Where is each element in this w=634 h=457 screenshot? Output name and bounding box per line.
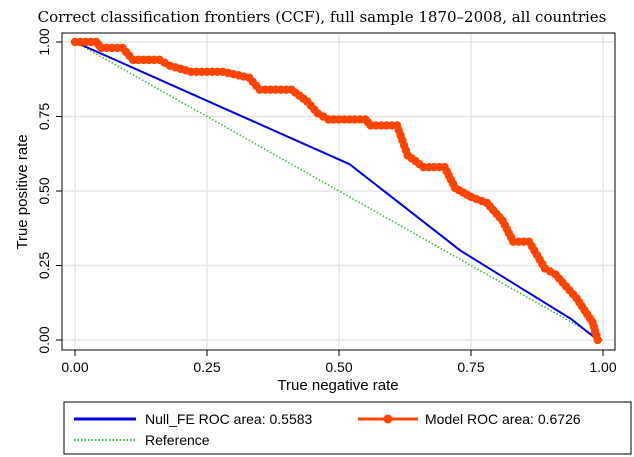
series — [70, 37, 604, 345]
legend-label-null-fe: Null_FE ROC area: 0.5583 — [145, 411, 313, 427]
axis-ticks: 0.00 0.25 0.50 0.75 1.00 0.00 0.25 0.50 0.75 1.00 — [36, 28, 617, 375]
x-tick-label: 0.75 — [457, 359, 484, 375]
legend: Null_FE ROC area: 0.5583 Model ROC area:… — [63, 401, 632, 455]
y-tick-label: 0.75 — [36, 103, 52, 130]
y-tick-label: 0.50 — [36, 177, 52, 204]
legend-marker-model — [383, 414, 393, 424]
y-tick-label: 0.00 — [36, 326, 52, 353]
y-axis-label: True positive rate — [14, 134, 31, 249]
legend-box — [63, 401, 632, 455]
legend-label-reference: Reference — [145, 432, 210, 448]
model-point — [593, 335, 602, 345]
y-tick-label: 1.00 — [36, 28, 52, 55]
y-tick-label: 0.25 — [36, 252, 52, 279]
reference-line — [74, 41, 604, 341]
x-tick-label: 0.00 — [61, 359, 88, 375]
x-tick-label: 1.00 — [589, 359, 616, 375]
legend-label-model: Model ROC area: 0.6726 — [425, 411, 581, 427]
null-fe-line — [74, 41, 599, 341]
chart-title: Correct classification frontiers (CCF), … — [38, 8, 607, 26]
x-axis-label: True negative rate — [277, 377, 398, 394]
x-tick-label: 0.25 — [193, 359, 220, 375]
x-tick-label: 0.50 — [325, 359, 352, 375]
